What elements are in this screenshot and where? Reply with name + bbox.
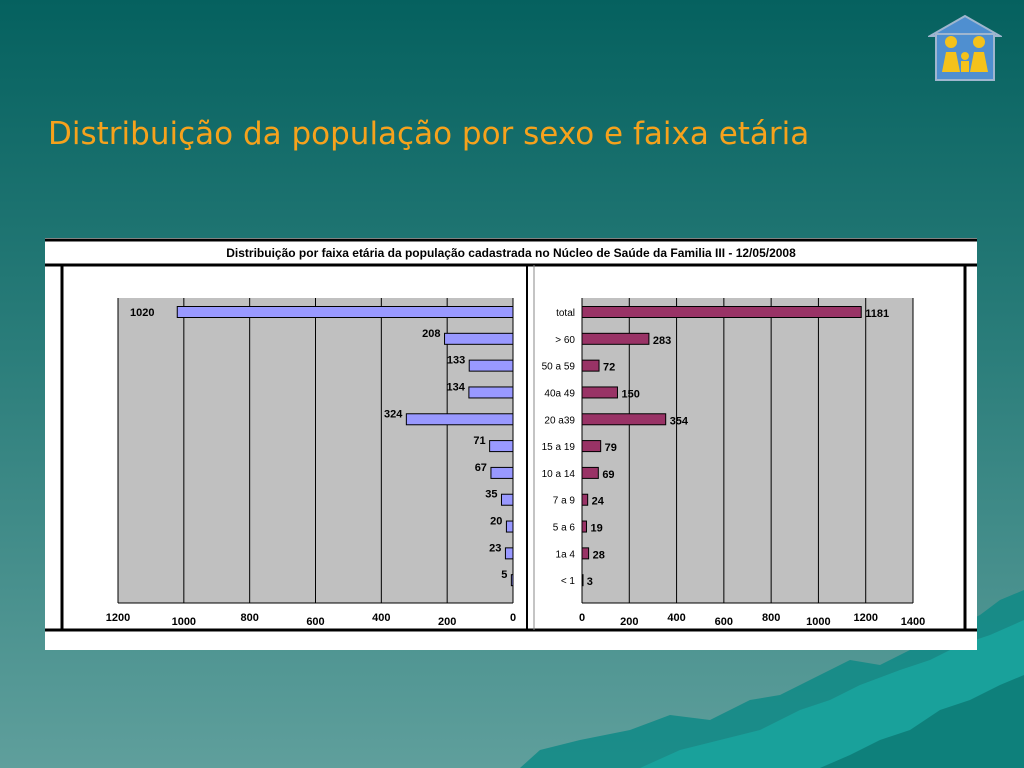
- left-value-label: 134: [447, 381, 466, 393]
- right-value-label: 283: [653, 335, 671, 347]
- left-value-label: 208: [422, 328, 440, 340]
- category-label: > 60: [555, 335, 575, 346]
- left-bar: [468, 386, 514, 399]
- right-tick-label: 1200: [853, 612, 877, 624]
- left-value-label: 23: [489, 542, 501, 554]
- chart-labels: 1200 1000 800 600 400 200 0 0 200 400 600 800 1000 12…: [106, 307, 925, 628]
- left-value-label: 35: [485, 489, 497, 501]
- right-bar: [581, 413, 667, 426]
- family-house-icon: [928, 14, 1002, 81]
- category-label: < 1: [561, 576, 576, 587]
- right-bar: [581, 547, 590, 560]
- left-bar: [405, 413, 514, 426]
- right-value-label: 1181: [865, 308, 889, 320]
- right-bar: [581, 466, 599, 479]
- right-value-label: 24: [592, 496, 605, 508]
- right-bar: [581, 359, 600, 372]
- category-label: 5 a 6: [553, 523, 576, 534]
- slide-title: Distribuição da população por sexo e fai…: [48, 116, 810, 152]
- right-value-label: 19: [590, 523, 602, 535]
- left-tick-label: 600: [306, 616, 324, 628]
- right-tick-label: 1000: [806, 616, 830, 628]
- category-label: 1a 4: [556, 549, 576, 560]
- chart-panel: Distribuição por faixa etária da populaç…: [45, 238, 977, 650]
- left-value-label: 1020: [130, 307, 154, 319]
- right-bar: [581, 332, 650, 345]
- left-value-label: 67: [475, 462, 487, 474]
- right-bar: [581, 520, 587, 533]
- left-bar: [504, 547, 514, 560]
- left-value-label: 71: [473, 435, 485, 447]
- right-plot-area: [582, 298, 913, 603]
- right-value-label: 150: [621, 388, 639, 400]
- left-bar: [489, 440, 514, 453]
- left-bars: [176, 306, 514, 587]
- left-bar: [510, 574, 514, 587]
- right-bar: [581, 440, 602, 453]
- left-value-label: 5: [501, 569, 507, 581]
- left-bar: [176, 306, 514, 318]
- category-label: total: [556, 308, 575, 319]
- right-tick-label: 0: [579, 612, 585, 624]
- right-bar: [581, 493, 589, 506]
- category-label: 50 a 59: [542, 362, 576, 373]
- right-tick-label: 1400: [901, 616, 925, 628]
- left-bar: [468, 359, 514, 372]
- population-pyramid-chart: Distribuição por faixa etária da populaç…: [45, 238, 977, 632]
- right-value-label: 69: [602, 469, 614, 481]
- right-value-label: 3: [587, 576, 593, 588]
- left-bar: [500, 493, 514, 506]
- chart-title: Distribuição por faixa etária da populaç…: [226, 246, 796, 260]
- left-bar: [505, 520, 514, 533]
- left-value-label: 133: [447, 355, 465, 367]
- left-tick-label: 1200: [106, 612, 130, 624]
- right-value-label: 354: [670, 415, 689, 427]
- gridlines: [117, 298, 914, 604]
- category-label: 15 a 19: [542, 442, 576, 453]
- category-label: 40a 49: [544, 388, 575, 399]
- right-value-label: 72: [603, 362, 615, 374]
- left-tick-label: 800: [240, 612, 258, 624]
- right-value-label: 28: [593, 549, 605, 561]
- left-bar: [490, 466, 514, 479]
- category-label: 10 a 14: [542, 469, 576, 480]
- mountain-decoration: [520, 590, 1024, 768]
- left-bar: [444, 332, 514, 345]
- right-tick-label: 600: [715, 616, 733, 628]
- right-bars: [581, 306, 862, 587]
- left-value-label: 20: [490, 516, 502, 528]
- left-tick-label: 200: [438, 616, 456, 628]
- category-label: 7 a 9: [553, 496, 576, 507]
- right-bar: [581, 574, 584, 587]
- left-tick-label: 1000: [172, 616, 196, 628]
- left-tick-label: 400: [372, 612, 390, 624]
- right-tick-label: 200: [620, 616, 638, 628]
- right-value-label: 79: [605, 442, 617, 454]
- category-label: 20 a39: [544, 415, 575, 426]
- right-bar: [581, 306, 862, 318]
- left-tick-label: 0: [510, 612, 516, 624]
- right-tick-label: 800: [762, 612, 780, 624]
- right-bar: [581, 386, 618, 399]
- right-tick-label: 400: [667, 612, 685, 624]
- left-value-label: 324: [384, 408, 403, 420]
